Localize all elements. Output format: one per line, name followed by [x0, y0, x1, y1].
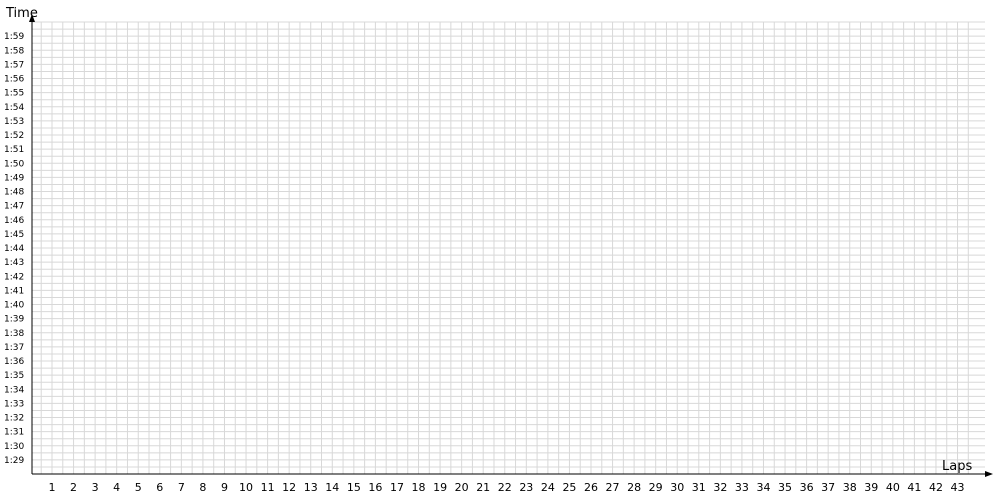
y-tick-label: 1:59: [4, 32, 24, 42]
x-tick-label: 32: [713, 481, 727, 494]
y-tick-label: 1:53: [4, 117, 24, 127]
y-tick-label: 1:30: [4, 442, 24, 452]
y-tick-label: 1:29: [4, 456, 24, 466]
y-axis-title: Time: [5, 6, 38, 21]
y-tick-label: 1:57: [4, 60, 24, 70]
x-tick-label: 11: [261, 481, 275, 494]
x-tick-label: 33: [735, 481, 749, 494]
y-tick-label: 1:44: [4, 244, 24, 254]
x-tick-label: 3: [92, 481, 99, 494]
y-tick-label: 1:56: [4, 75, 24, 85]
y-tick-label: 1:31: [4, 428, 24, 438]
x-axis-title: Laps: [942, 459, 972, 474]
y-tick-label: 1:50: [4, 159, 24, 169]
tick-labels: 1:29 1:30 1:31 1:32 1:33 1:34 1:35 1:36 1:37 1:38…: [4, 32, 965, 494]
y-axis-arrow: [29, 14, 35, 22]
x-tick-label: 15: [347, 481, 361, 494]
y-tick-label: 1:41: [4, 286, 24, 296]
x-tick-label: 20: [455, 481, 469, 494]
x-tick-label: 7: [178, 481, 185, 494]
x-tick-label: 42: [929, 481, 943, 494]
x-tick-label: 12: [282, 481, 296, 494]
x-tick-label: 26: [584, 481, 598, 494]
x-tick-label: 18: [412, 481, 426, 494]
y-tick-label: 1:32: [4, 414, 24, 424]
x-tick-label: 10: [239, 481, 253, 494]
x-tick-label: 17: [390, 481, 404, 494]
x-tick-label: 24: [541, 481, 555, 494]
y-tick-label: 1:54: [4, 103, 24, 113]
x-tick-label: 35: [778, 481, 792, 494]
y-tick-label: 1:36: [4, 357, 24, 367]
y-tick-label: 1:52: [4, 131, 24, 141]
y-tick-label: 1:49: [4, 173, 24, 183]
x-axis-arrow: [985, 471, 993, 477]
y-tick-label: 1:35: [4, 371, 24, 381]
x-tick-label: 31: [692, 481, 706, 494]
x-tick-label: 23: [519, 481, 533, 494]
x-tick-label: 8: [199, 481, 206, 494]
grid-lines: [32, 21, 985, 475]
x-tick-label: 28: [627, 481, 641, 494]
y-tick-label: 1:43: [4, 258, 24, 268]
x-tick-label: 30: [670, 481, 684, 494]
x-tick-label: 19: [433, 481, 447, 494]
x-tick-label: 37: [821, 481, 835, 494]
y-tick-label: 1:48: [4, 188, 24, 198]
y-tick-label: 1:39: [4, 315, 24, 325]
y-tick-label: 1:37: [4, 343, 24, 353]
x-tick-label: 9: [221, 481, 228, 494]
x-tick-label: 2: [70, 481, 77, 494]
x-tick-label: 38: [843, 481, 857, 494]
axes: [29, 14, 993, 477]
x-tick-label: 6: [156, 481, 163, 494]
y-tick-label: 1:55: [4, 89, 24, 99]
x-tick-label: 36: [800, 481, 814, 494]
y-tick-label: 1:33: [4, 399, 24, 409]
y-tick-label: 1:58: [4, 46, 24, 56]
x-tick-label: 39: [864, 481, 878, 494]
y-tick-label: 1:34: [4, 385, 24, 395]
y-tick-label: 1:38: [4, 329, 24, 339]
x-tick-label: 25: [562, 481, 576, 494]
x-tick-label: 34: [756, 481, 770, 494]
x-tick-label: 5: [135, 481, 142, 494]
y-tick-label: 1:46: [4, 216, 24, 226]
x-tick-label: 22: [498, 481, 512, 494]
x-tick-label: 41: [907, 481, 921, 494]
y-tick-label: 1:42: [4, 272, 24, 282]
x-tick-label: 16: [368, 481, 382, 494]
x-tick-label: 13: [304, 481, 318, 494]
y-tick-label: 1:51: [4, 145, 24, 155]
x-tick-label: 14: [325, 481, 339, 494]
x-tick-label: 21: [476, 481, 490, 494]
y-tick-label: 1:40: [4, 301, 24, 311]
x-tick-label: 40: [886, 481, 900, 494]
x-tick-label: 4: [113, 481, 120, 494]
x-tick-label: 1: [49, 481, 56, 494]
x-tick-label: 27: [606, 481, 620, 494]
y-tick-label: 1:47: [4, 202, 24, 212]
x-tick-label: 43: [951, 481, 965, 494]
x-tick-label: 29: [649, 481, 663, 494]
y-tick-label: 1:45: [4, 230, 24, 240]
